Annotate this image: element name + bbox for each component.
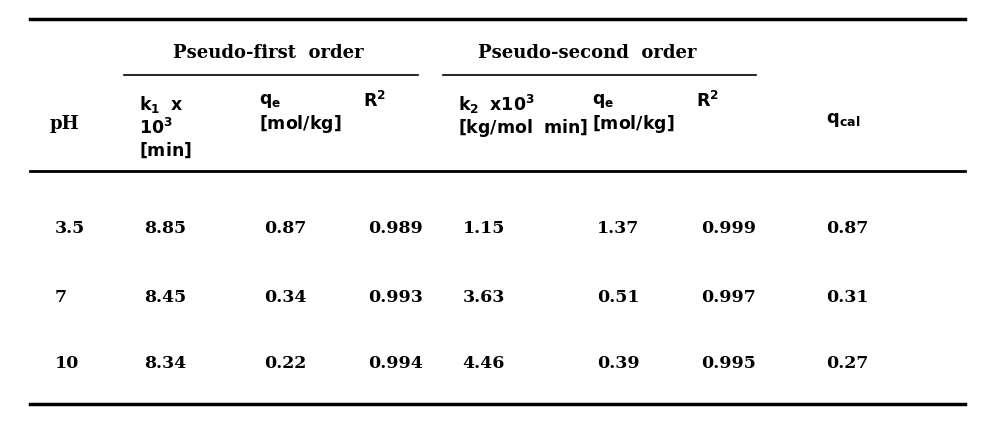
Text: $\mathbf{[mol/kg]}$: $\mathbf{[mol/kg]}$	[591, 113, 674, 135]
Text: $\mathbf{[min]}$: $\mathbf{[min]}$	[139, 140, 192, 160]
Text: $\mathbf{[kg/mol\ \ min]}$: $\mathbf{[kg/mol\ \ min]}$	[457, 117, 587, 140]
Text: $\mathbf{R^2}$: $\mathbf{R^2}$	[363, 91, 386, 110]
Text: 0.993: 0.993	[368, 289, 422, 306]
Text: $\mathbf{k_1}$  $\mathbf{x}$: $\mathbf{k_1}$ $\mathbf{x}$	[139, 94, 184, 116]
Text: 0.87: 0.87	[825, 220, 868, 238]
Text: 0.22: 0.22	[263, 355, 305, 372]
Text: 1.15: 1.15	[462, 220, 505, 238]
Text: 0.87: 0.87	[263, 220, 306, 238]
Text: 8.45: 8.45	[144, 289, 186, 306]
Text: $\mathbf{R^2}$: $\mathbf{R^2}$	[696, 91, 719, 110]
Text: Pseudo-second  order: Pseudo-second order	[477, 45, 696, 62]
Text: 0.31: 0.31	[825, 289, 868, 306]
Text: 0.997: 0.997	[701, 289, 755, 306]
Text: 0.51: 0.51	[596, 289, 639, 306]
Text: 0.989: 0.989	[368, 220, 422, 238]
Text: 8.34: 8.34	[144, 355, 186, 372]
Text: 3.5: 3.5	[55, 220, 84, 238]
Text: 0.994: 0.994	[368, 355, 422, 372]
Text: 0.999: 0.999	[701, 220, 755, 238]
Text: $\mathbf{q_{cal}}$: $\mathbf{q_{cal}}$	[825, 111, 859, 129]
Text: 8.85: 8.85	[144, 220, 186, 238]
Text: 0.995: 0.995	[701, 355, 755, 372]
Text: $\mathbf{q_e}$: $\mathbf{q_e}$	[258, 92, 280, 110]
Text: $\mathbf{k_2}$  $\mathbf{x10^3}$: $\mathbf{k_2}$ $\mathbf{x10^3}$	[457, 93, 534, 116]
Text: $\mathbf{[mol/kg]}$: $\mathbf{[mol/kg]}$	[258, 113, 341, 135]
Text: 7: 7	[55, 289, 67, 306]
Text: 3.63: 3.63	[462, 289, 505, 306]
Text: 4.46: 4.46	[462, 355, 505, 372]
Text: 0.34: 0.34	[263, 289, 306, 306]
Text: $\mathbf{10^3}$: $\mathbf{10^3}$	[139, 119, 173, 138]
Text: 1.37: 1.37	[596, 220, 639, 238]
Text: $\mathbf{q_e}$: $\mathbf{q_e}$	[591, 92, 613, 110]
Text: Pseudo-first  order: Pseudo-first order	[173, 45, 364, 62]
Text: 0.27: 0.27	[825, 355, 868, 372]
Text: pH: pH	[50, 115, 80, 133]
Text: 0.39: 0.39	[596, 355, 639, 372]
Text: 10: 10	[55, 355, 79, 372]
